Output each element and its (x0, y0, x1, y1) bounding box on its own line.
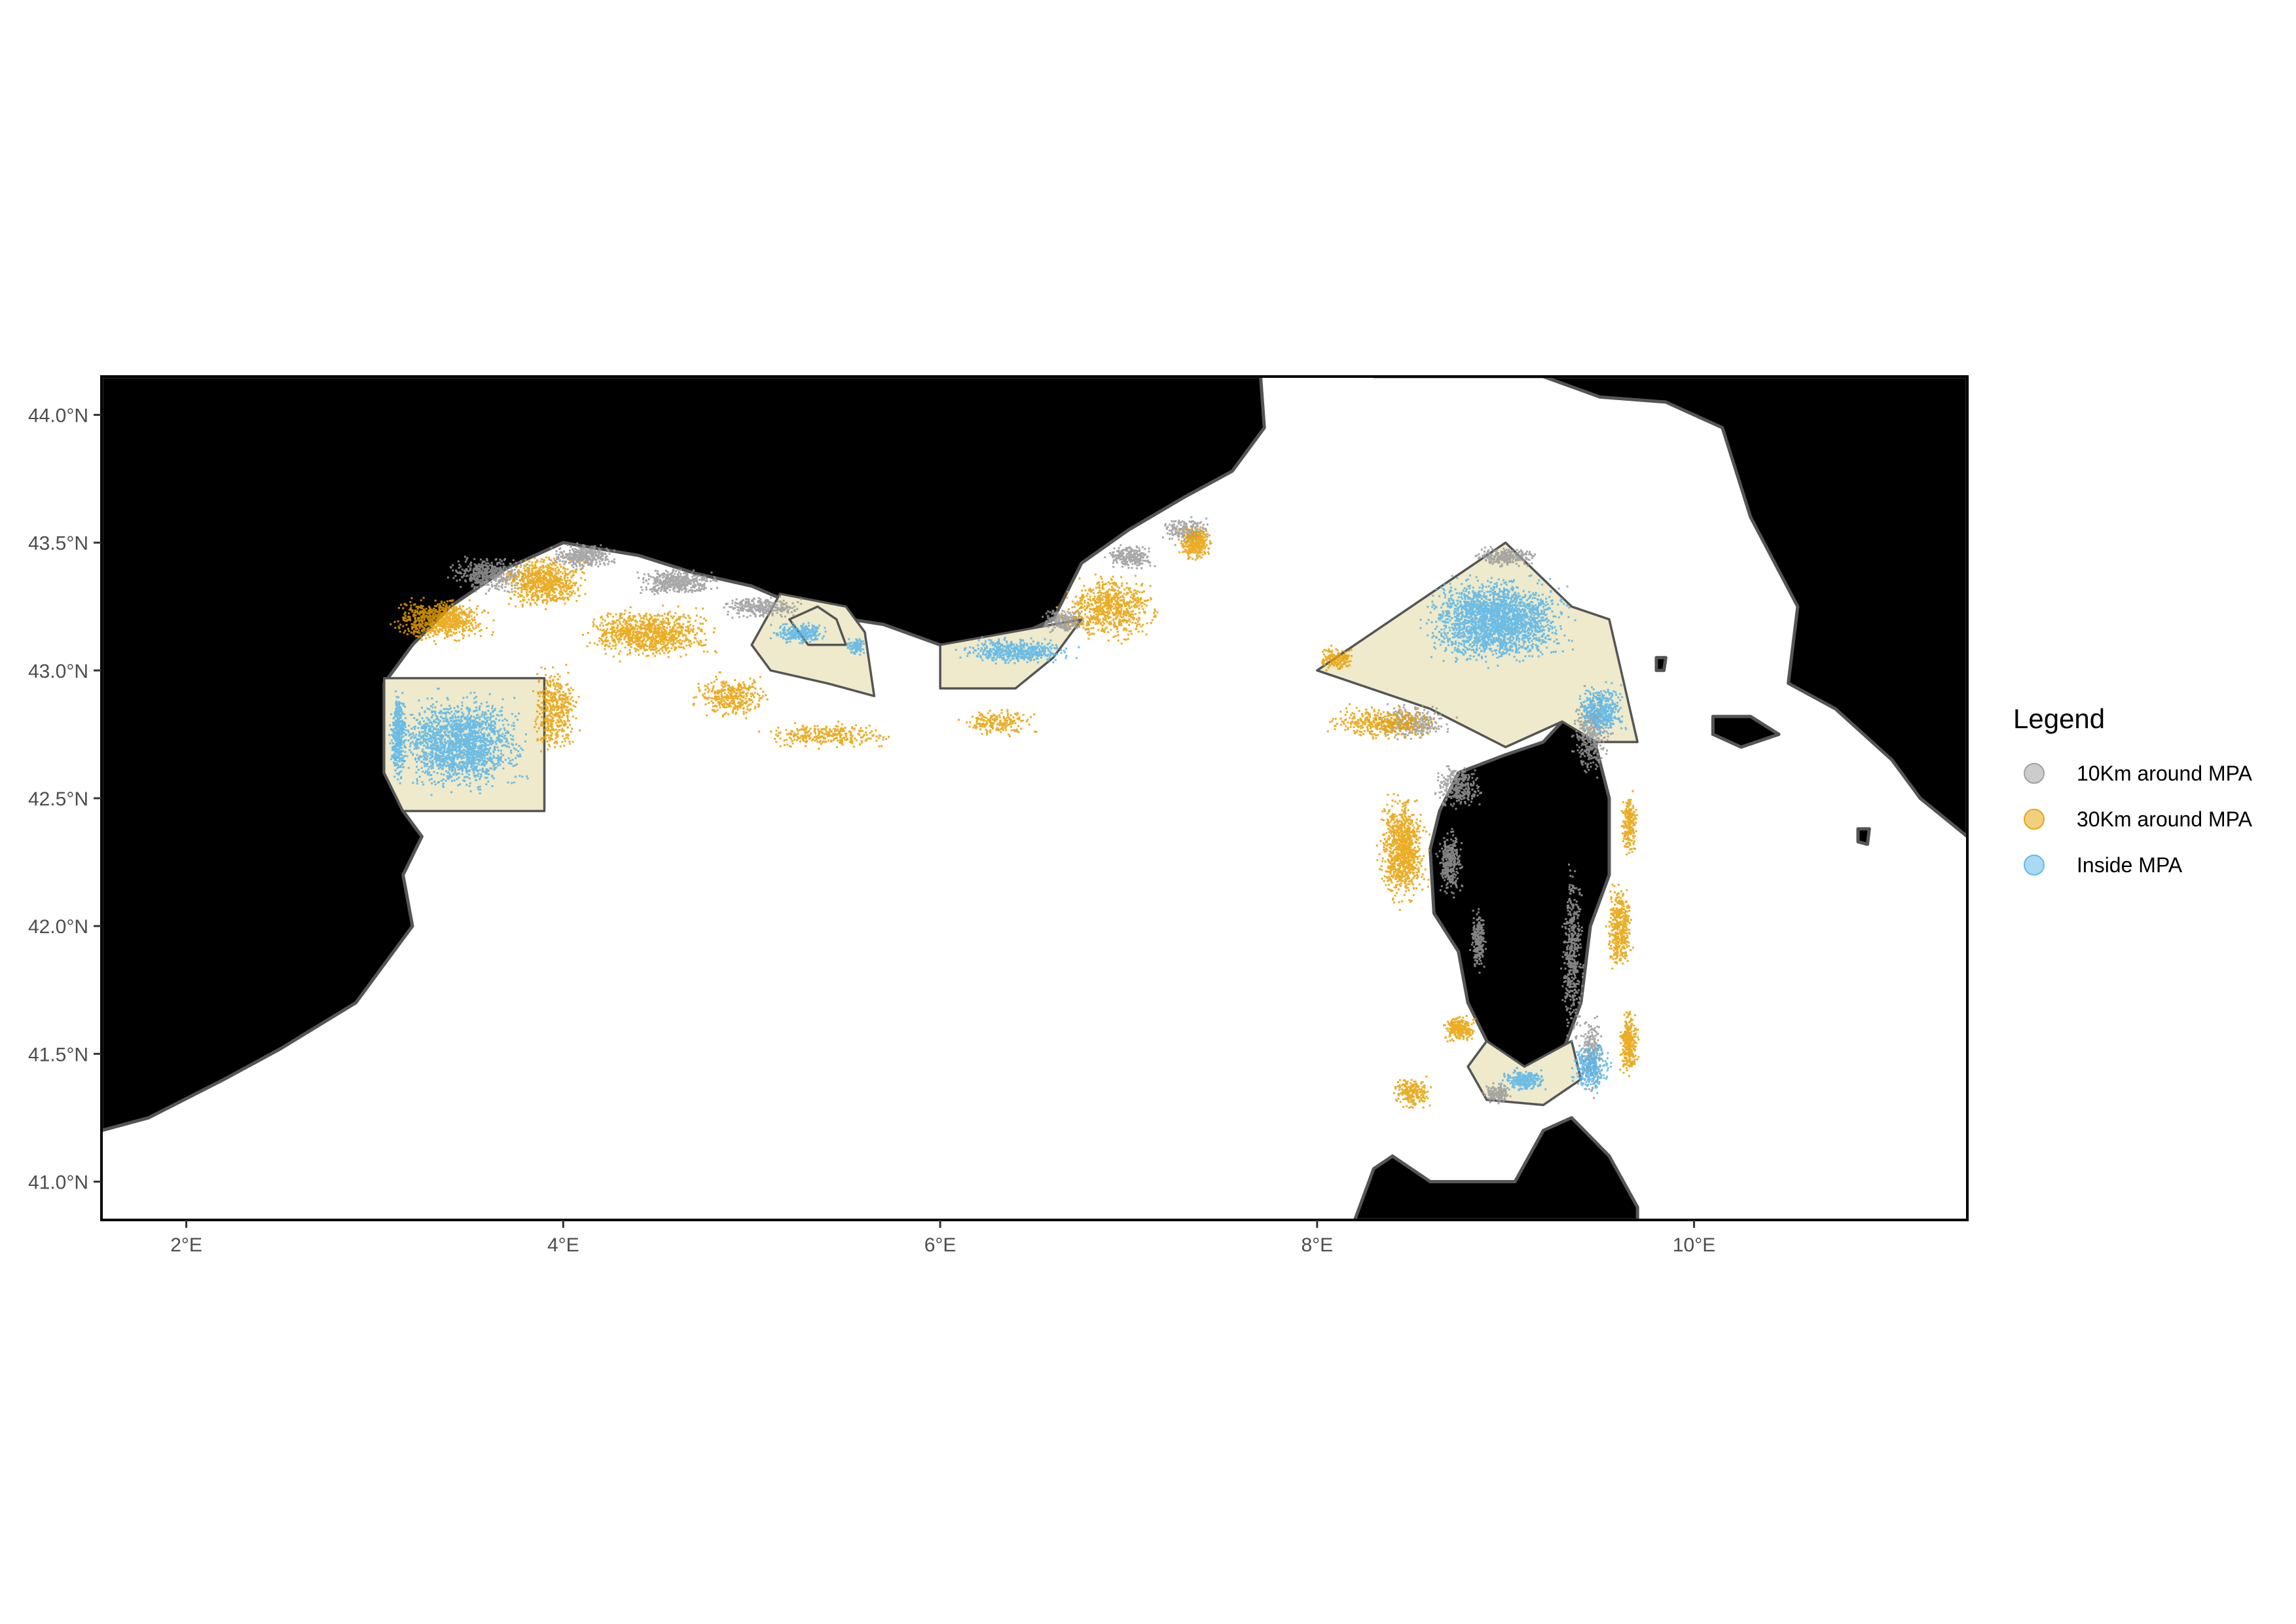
points-ten-km (446, 516, 1613, 1105)
point-cluster (1376, 793, 1431, 911)
y-tick-label: 41.5°N (28, 1044, 88, 1065)
point-cluster (1326, 703, 1435, 740)
legend-key-inside-mpa (2024, 855, 2045, 876)
x-tick-label: 8°E (1301, 1234, 1333, 1256)
point-cluster (1177, 526, 1212, 561)
legend-key-ten-km (2024, 763, 2045, 784)
point-cluster (1104, 544, 1156, 570)
point-cluster (1321, 644, 1353, 672)
y-tick-label: 43.0°N (28, 661, 88, 682)
point-cluster (1482, 1082, 1512, 1105)
point-cluster (955, 636, 1080, 665)
point-cluster (1443, 1015, 1476, 1043)
point-cluster (846, 638, 866, 656)
point-cluster (446, 555, 532, 595)
point-cluster (1042, 606, 1090, 633)
point-cluster (958, 709, 1038, 737)
point-cluster (1560, 863, 1585, 1042)
legend-label-inside-mpa: Inside MPA (2077, 853, 2183, 877)
point-cluster (1571, 685, 1613, 779)
observation-points-layer (388, 516, 1640, 1109)
point-cluster (1435, 828, 1464, 898)
point-cluster (501, 554, 587, 610)
y-tick-label: 42.0°N (28, 916, 88, 938)
legend-key-thirty-km (2024, 809, 2045, 830)
x-tick-label: 6°E (924, 1234, 957, 1256)
point-cluster (1469, 908, 1487, 974)
point-cluster (758, 720, 890, 750)
point-cluster (550, 542, 616, 571)
legend-label-thirty-km: 30Km around MPA (2077, 807, 2253, 831)
y-tick-label: 42.5°N (28, 788, 88, 810)
land-sardinia (1353, 1116, 1639, 1220)
map-panel (101, 377, 1967, 1220)
point-cluster (1393, 1075, 1432, 1109)
legend-item-thirty-km: 30Km around MPA (2024, 807, 2253, 831)
land-giglio (1856, 827, 1871, 846)
mpa-layer (383, 541, 1639, 1107)
point-cluster (390, 597, 495, 646)
point-cluster (1056, 573, 1159, 645)
land-italy-mainland (1372, 377, 1967, 838)
point-cluster (388, 690, 407, 784)
x-tick-label: 10°E (1673, 1234, 1715, 1256)
point-cluster (1368, 703, 1458, 741)
point-cluster (1571, 1044, 1613, 1094)
point-cluster (532, 663, 581, 752)
point-cluster (1619, 1010, 1640, 1077)
x-tick-label: 2°E (170, 1234, 202, 1256)
points-inside (388, 574, 1628, 1094)
y-tick-label: 41.0°N (28, 1172, 88, 1193)
legend-item-inside-mpa: Inside MPA (2024, 853, 2183, 877)
point-cluster (1620, 790, 1638, 856)
y-tick-label: 43.5°N (28, 533, 88, 555)
points-thirty-km (390, 526, 1640, 1109)
point-cluster (1474, 546, 1536, 568)
x-axis: 2°E 4°E 6°E 8°E 10°E (170, 1220, 1715, 1256)
point-cluster (692, 671, 769, 720)
land-capraia (1654, 655, 1667, 673)
point-cluster (1434, 765, 1482, 810)
x-tick-label: 4°E (547, 1234, 579, 1256)
point-cluster (1500, 1067, 1547, 1092)
point-cluster (636, 568, 718, 595)
y-tick-label: 44.0°N (28, 405, 88, 427)
point-cluster (723, 595, 803, 619)
legend-title: Legend (2013, 703, 2105, 734)
legend: Legend 10Km around MPA 30Km around MPA I… (2013, 703, 2253, 877)
point-cluster (582, 604, 718, 663)
point-cluster (769, 621, 827, 644)
y-axis: 44.0°N 43.5°N 43.0°N 42.5°N 42.0°N 41.5°N 41.0… (28, 405, 101, 1193)
land-elba (1711, 714, 1781, 749)
point-cluster (1605, 883, 1634, 970)
point-cluster (1575, 681, 1628, 739)
legend-label-ten-km: 10Km around MPA (2077, 762, 2253, 785)
land-france-mainland (101, 377, 1266, 1132)
legend-item-ten-km: 10Km around MPA (2024, 762, 2253, 785)
point-cluster (390, 688, 529, 796)
point-cluster (1419, 574, 1576, 669)
